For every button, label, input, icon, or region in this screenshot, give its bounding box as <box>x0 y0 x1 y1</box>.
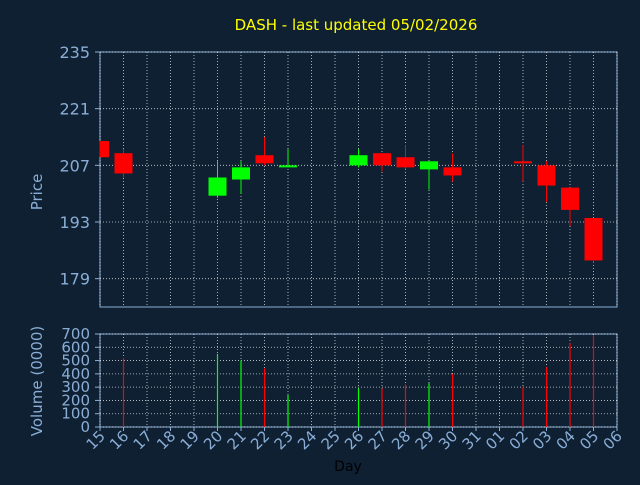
volume-tick-label: 700 <box>61 325 90 343</box>
candle-body <box>537 165 556 186</box>
volume-tick-label: 600 <box>61 338 90 356</box>
volume-tick-label: 500 <box>61 352 90 370</box>
candle-body <box>443 167 462 176</box>
price-tick-label: 179 <box>59 270 90 289</box>
volume-axis-label: Volume (0000) <box>28 326 46 436</box>
price-tick-label: 207 <box>59 156 90 175</box>
candle-body <box>279 165 297 168</box>
x-axis-label: Day <box>334 459 362 475</box>
volume-tick-label: 300 <box>61 378 90 396</box>
price-tick-label: 221 <box>59 100 90 119</box>
volume-tick-label: 0 <box>80 418 90 436</box>
candle-body <box>396 157 415 168</box>
price-tick-label: 235 <box>59 43 90 62</box>
price-tick-label: 193 <box>59 213 90 232</box>
volume-tick-label: 400 <box>61 365 90 383</box>
candle-body <box>561 187 579 210</box>
price-panel: 235 221 207 193 179 <box>59 43 618 308</box>
candle-body <box>349 155 368 166</box>
volume-tick-label: 200 <box>61 391 90 409</box>
candle-body <box>420 161 438 170</box>
candle-body <box>100 141 109 158</box>
candle-body <box>584 217 603 261</box>
candle-body <box>114 153 133 174</box>
candle-body <box>514 161 532 164</box>
volume-tick-label: 100 <box>61 405 90 423</box>
candle-body <box>208 177 227 196</box>
candle-body <box>232 167 250 180</box>
candle-body <box>255 155 274 164</box>
candle-body <box>373 153 391 166</box>
x-axis: 1516171819202122232425262728293031010203… <box>83 427 626 453</box>
price-axis-label: Price <box>28 174 46 211</box>
chart-title: DASH - last updated 05/02/2026 <box>235 16 478 34</box>
